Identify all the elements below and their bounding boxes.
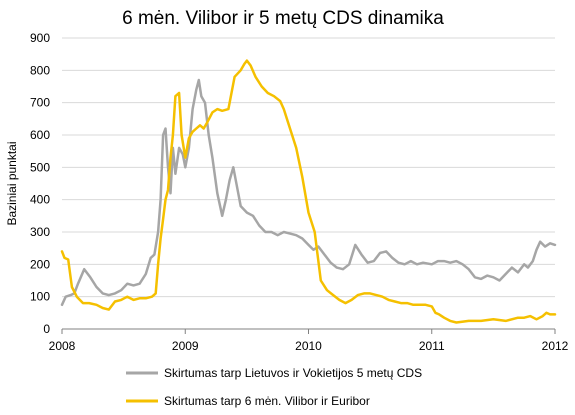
legend-label-2: Skirtumas tarp 6 mėn. Vilibor ir Euribor	[164, 394, 370, 408]
y-tick-label: 800	[30, 63, 50, 77]
legend: Skirtumas tarp Lietuvos ir Vokietijos 5 …	[126, 366, 422, 408]
x-axis-ticks: 2008 2009 2010 2011 2012	[49, 329, 569, 353]
series-lines	[60, 59, 557, 324]
x-tick-label: 2008	[49, 339, 76, 353]
x-tick-label: 2009	[172, 339, 199, 353]
series-line-1	[60, 78, 557, 307]
y-tick-label: 100	[30, 290, 50, 304]
y-tick-label: 300	[30, 225, 50, 239]
y-tick-label: 900	[30, 31, 50, 45]
y-tick-label: 700	[30, 96, 50, 110]
x-tick-label: 2010	[295, 339, 322, 353]
y-tick-label: 600	[30, 128, 50, 142]
y-tick-label: 0	[43, 322, 50, 336]
x-tick-label: 2011	[419, 339, 445, 353]
y-tick-label: 400	[30, 193, 50, 207]
chart-title: 6 mėn. Vilibor ir 5 metų CDS dinamika	[122, 8, 444, 29]
y-axis-ticks: 0 100 200 300 400 500 600 700 800 900	[30, 31, 50, 336]
legend-label-1: Skirtumas tarp Lietuvos ir Vokietijos 5 …	[164, 366, 422, 380]
x-tick-label: 2012	[542, 339, 569, 353]
series-line-2	[60, 59, 557, 324]
y-axis-label: Baziniai punktai	[5, 141, 19, 225]
y-tick-label: 500	[30, 160, 50, 174]
gridlines	[62, 37, 555, 298]
y-tick-label: 200	[30, 257, 50, 271]
